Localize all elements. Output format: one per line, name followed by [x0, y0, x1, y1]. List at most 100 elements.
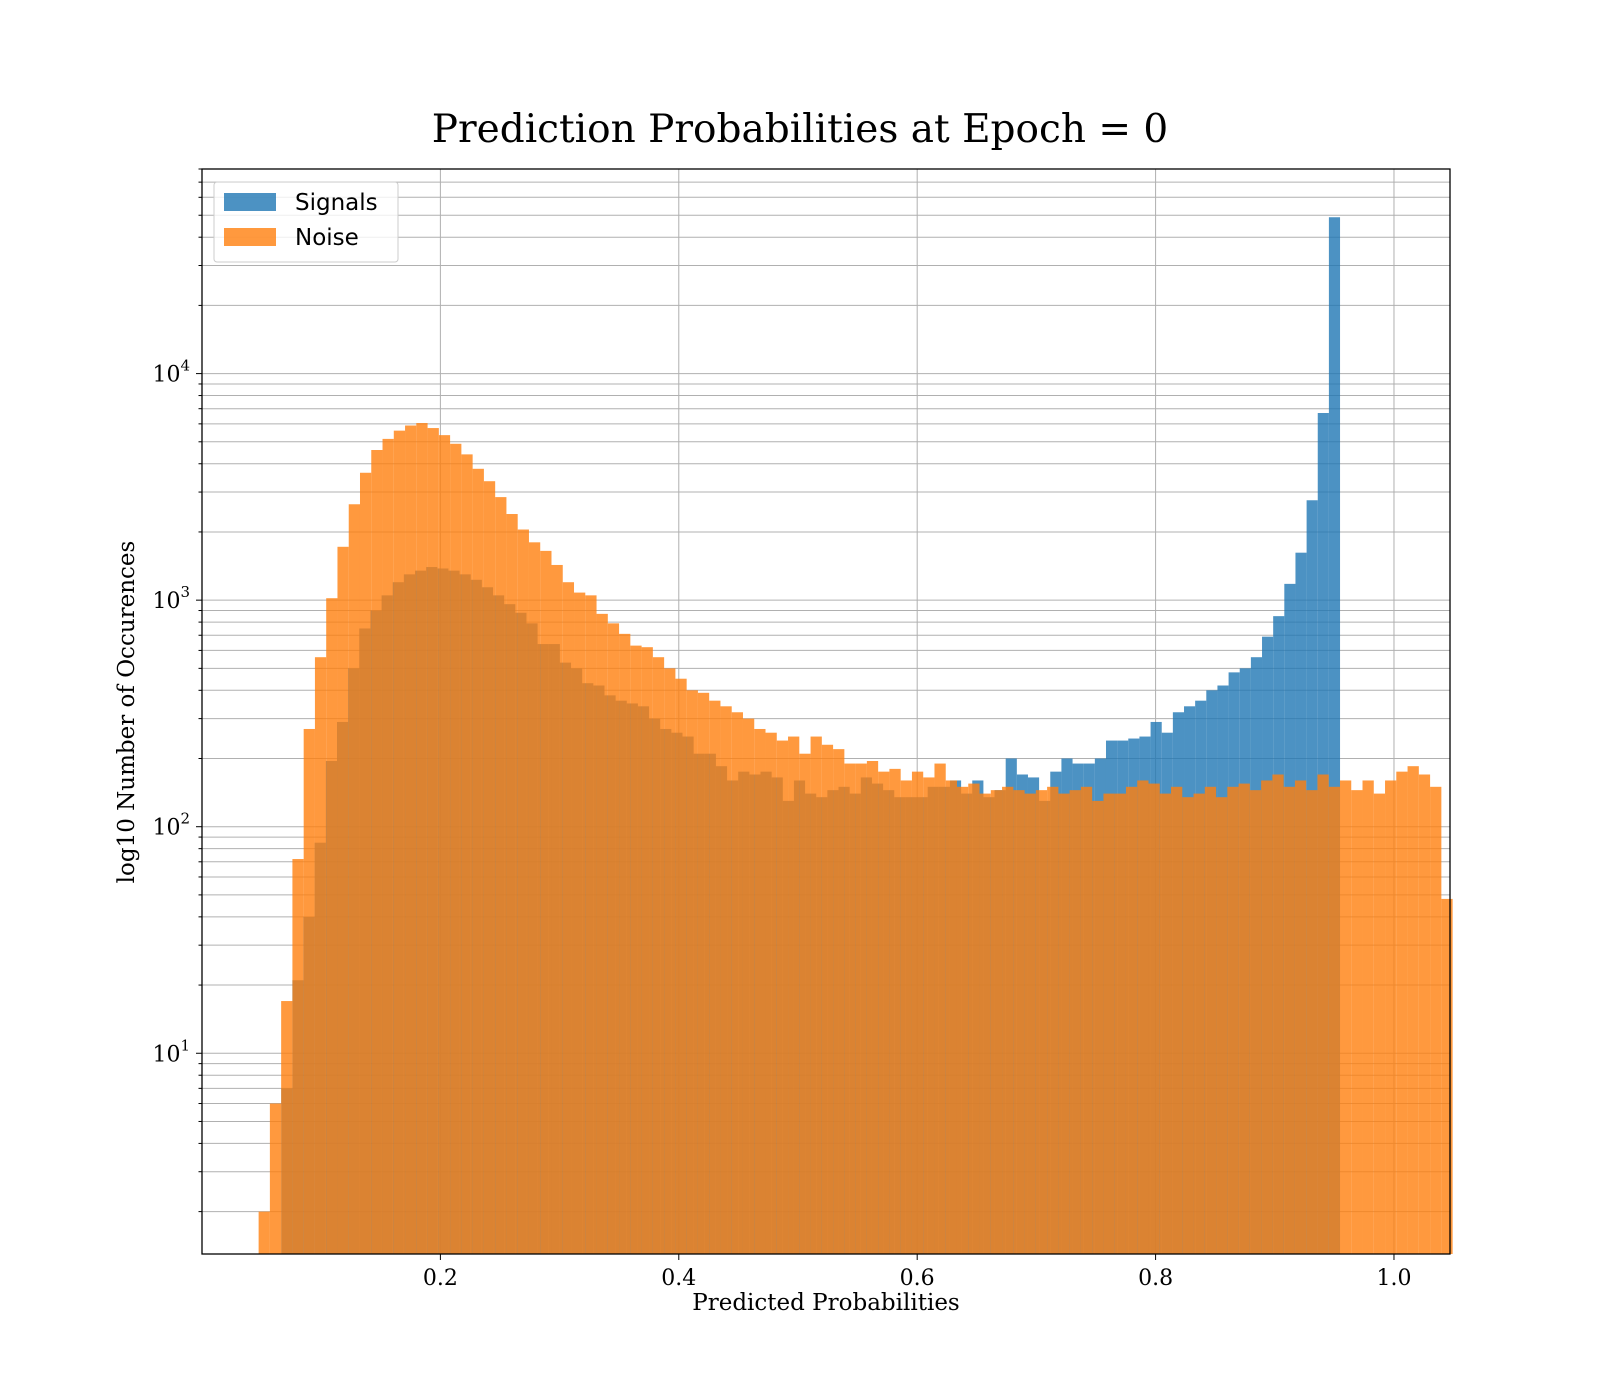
bar-noise — [1035, 790, 1048, 1254]
bar-noise — [1092, 800, 1104, 1254]
bar-noise — [979, 793, 991, 1254]
x-tick-label: 0.2 — [423, 1266, 458, 1291]
y-axis-label: log10 Number of Occurences — [114, 541, 140, 884]
x-tick-label: 1.0 — [1376, 1266, 1411, 1291]
bar-noise — [1351, 790, 1363, 1254]
bar-noise — [1171, 786, 1183, 1254]
bar-noise — [1204, 786, 1217, 1254]
bar-noise — [393, 430, 406, 1254]
histogram-bars — [258, 217, 1453, 1255]
bar-noise — [1080, 786, 1093, 1254]
y-tick-label: 102 — [152, 810, 190, 841]
bar-noise — [1114, 793, 1126, 1254]
bar-noise — [1294, 780, 1307, 1254]
bar-noise — [1373, 793, 1386, 1254]
bar-noise — [855, 763, 867, 1254]
x-tick-label: 0.8 — [1138, 1266, 1173, 1291]
bar-noise — [652, 657, 665, 1254]
bar-noise — [844, 763, 856, 1254]
legend-swatch-signals — [224, 193, 276, 211]
bar-noise — [506, 514, 518, 1254]
bar-noise — [450, 443, 462, 1254]
bar-noise — [472, 468, 484, 1254]
bar-noise — [630, 645, 642, 1254]
bar-noise — [1148, 783, 1160, 1254]
bar-noise — [866, 760, 879, 1254]
bar-noise — [1238, 783, 1250, 1254]
bar-noise — [1272, 774, 1284, 1254]
bar-noise — [1182, 797, 1194, 1254]
bar-noise — [1103, 793, 1115, 1254]
bar-noise — [1441, 898, 1453, 1254]
bar-noise — [1261, 780, 1273, 1254]
bar-noise — [923, 777, 935, 1254]
bar-noise — [528, 542, 541, 1254]
bar-noise — [1125, 786, 1138, 1254]
bar-noise — [878, 771, 890, 1254]
y-tick-label: 103 — [152, 583, 190, 614]
bar-noise — [664, 668, 676, 1254]
x-axis-label: Predicted Probabilities — [692, 1290, 960, 1316]
bar-noise — [303, 728, 315, 1254]
bar-noise — [574, 592, 586, 1254]
bar-noise — [1430, 786, 1442, 1254]
bar-noise — [833, 749, 845, 1254]
bar-noise — [911, 771, 924, 1254]
y-tick-label: 104 — [152, 357, 190, 388]
legend-label-noise: Noise — [295, 225, 359, 251]
bar-noise — [1216, 797, 1228, 1254]
bar-noise — [1137, 780, 1149, 1254]
bar-noise — [697, 692, 710, 1254]
bar-noise — [269, 1103, 282, 1254]
bar-noise — [382, 438, 394, 1255]
legend-swatch-noise — [224, 228, 276, 246]
bar-noise — [776, 740, 789, 1254]
bar-noise — [371, 450, 383, 1254]
bar-noise — [405, 425, 417, 1255]
bar-noise — [810, 736, 822, 1254]
bar-noise — [934, 763, 946, 1254]
bar-noise — [990, 790, 1003, 1254]
bar-noise — [1306, 790, 1318, 1254]
bar-noise — [1024, 793, 1036, 1254]
bar-noise — [686, 690, 698, 1254]
bar-noise — [1013, 790, 1025, 1254]
bar-noise — [1193, 793, 1205, 1254]
bar-noise — [517, 529, 529, 1254]
bar-noise — [945, 780, 957, 1254]
bar-noise — [1317, 774, 1329, 1254]
bar-noise — [1328, 786, 1340, 1254]
bar-noise — [900, 780, 912, 1254]
y-tick-label: 101 — [152, 1036, 190, 1067]
bar-noise — [551, 564, 563, 1254]
bar-noise — [799, 753, 811, 1254]
bar-noise — [281, 1001, 293, 1254]
bar-noise — [314, 657, 327, 1254]
bar-noise — [1339, 780, 1352, 1254]
bar-noise — [337, 546, 349, 1254]
legend: Signals Noise — [213, 181, 399, 263]
bar-noise — [585, 595, 597, 1254]
bar-noise — [562, 582, 575, 1254]
bar-noise — [1407, 766, 1419, 1254]
legend-label-signals: Signals — [295, 190, 378, 216]
plot-frame — [201, 168, 1451, 1255]
bar-noise — [1002, 786, 1014, 1254]
bar-noise — [427, 428, 439, 1255]
bar-noise — [461, 454, 473, 1254]
bar-noise — [348, 504, 360, 1254]
bar-noise — [1362, 780, 1374, 1254]
bar-noise — [675, 678, 687, 1254]
bar-noise — [596, 613, 608, 1254]
bar-noise — [720, 706, 732, 1254]
bar-noise — [1047, 786, 1059, 1254]
bar-noise — [416, 423, 428, 1255]
bar-noise — [968, 783, 980, 1254]
bar-noise — [1283, 786, 1295, 1254]
bar-noise — [956, 786, 969, 1254]
bar-noise — [754, 728, 766, 1254]
x-tick-label: 0.6 — [900, 1266, 935, 1291]
bar-noise — [438, 435, 451, 1254]
bar-noise — [1227, 786, 1239, 1254]
bar-noise — [495, 497, 507, 1255]
